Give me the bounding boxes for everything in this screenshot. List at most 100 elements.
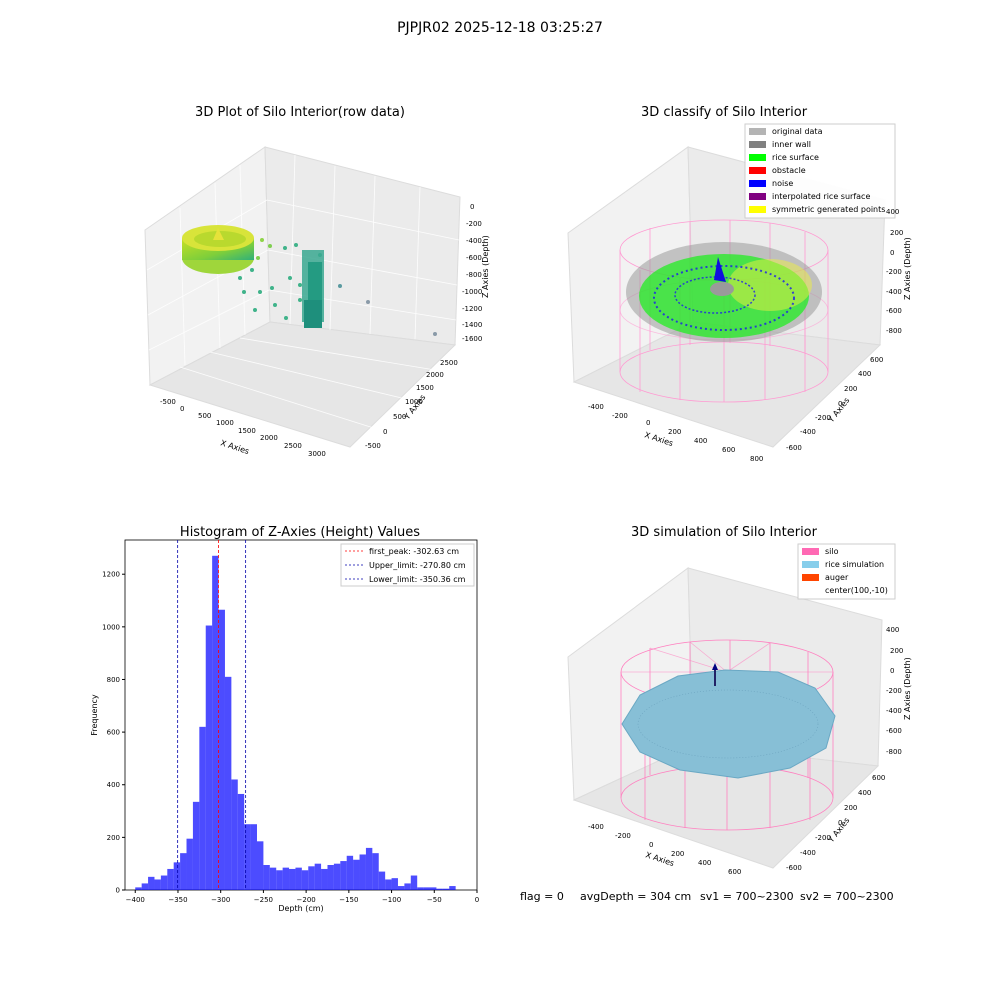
raw-ytick-0: -500 (365, 442, 381, 450)
raw-ytick-1: 0 (383, 428, 387, 436)
figure-title: PJPJR02 2025-12-18 03:25:27 (397, 20, 603, 36)
raw-ztick-0: 0 (470, 203, 474, 211)
histogram-bar (340, 861, 347, 890)
histogram-xtick-label: 0 (475, 896, 479, 904)
classify-ytick-2: 200 (844, 385, 857, 393)
raw-ytick-5: 2000 (426, 371, 444, 379)
legend-swatch-inner-wall (749, 141, 766, 148)
histogram-bar (385, 879, 392, 890)
classify-noise-spike (714, 257, 726, 282)
classify-ztick-4: -400 (886, 288, 902, 296)
histogram-bar (154, 879, 161, 890)
histogram-ytick-label: 1000 (102, 623, 120, 631)
raw-ztick-6: -1200 (462, 305, 482, 313)
classify-ztick-3: -200 (886, 268, 902, 276)
histogram-ylabel: Frequency (90, 694, 99, 736)
legend-label-first-peak: first_peak: -302.63 cm (369, 547, 459, 556)
sim-ztick-3: -200 (886, 687, 902, 695)
histogram-bar (205, 625, 213, 890)
classify-floor-pane (572, 321, 882, 448)
sim-xtick-4: 400 (698, 859, 711, 867)
histogram-bar (378, 871, 386, 890)
classify-ztick-5: -600 (886, 307, 902, 315)
histogram-bar (237, 793, 245, 890)
histogram-bars (135, 555, 456, 890)
sim-ytick-1: 400 (858, 789, 871, 797)
histogram-bar (180, 853, 187, 890)
panel-raw-3d: 3D Plot of Silo Interior(row data) (144, 105, 490, 458)
sim-ytick-4: -200 (815, 834, 831, 842)
histogram-bar (436, 888, 443, 890)
raw-gridlines (146, 154, 460, 431)
histogram-bar (244, 824, 251, 890)
histogram-bar (192, 801, 200, 890)
histogram-bar (333, 863, 341, 890)
legend-label-silo: silo (825, 547, 839, 556)
raw-silo-auger (213, 228, 224, 240)
classify-xtick-1: -200 (612, 412, 628, 420)
raw-ztick-5: -1000 (462, 288, 482, 296)
sim-ytick-6: -600 (786, 864, 802, 872)
sim-ytick-0: 600 (872, 774, 885, 782)
classify-ytick-0: 600 (870, 356, 883, 364)
sim-ytick-3: 0 (838, 819, 842, 827)
status-flag: flag = 0 (520, 890, 564, 903)
legend-swatch-symmetric (749, 206, 766, 213)
legend-label-upper-limit: Upper_limit: -270.80 cm (369, 561, 466, 570)
legend-label-symmetric: symmetric generated points (772, 205, 885, 214)
histogram-bar (353, 859, 360, 890)
raw-ztick-4: -800 (466, 271, 482, 279)
histogram-bar (430, 887, 437, 890)
raw-xtick-5: 2000 (260, 434, 278, 442)
sim-ztick-0: 400 (886, 626, 899, 634)
sim-ztick-6: -800 (886, 748, 902, 756)
classify-ytick-5: -400 (800, 428, 816, 436)
histogram-bar (224, 676, 232, 890)
histogram-ytick-label: 800 (107, 676, 120, 684)
legend-label-rice-surface: rice surface (772, 153, 819, 162)
histogram-bar (160, 875, 168, 890)
legend-label-auger: auger (825, 573, 849, 582)
histogram-xtick-label: −200 (297, 896, 316, 904)
histogram-bar (327, 865, 334, 890)
sim-ytick-5: -400 (800, 849, 816, 857)
legend-label-center: center(100,-10) (825, 586, 888, 595)
histogram-vlines (177, 540, 247, 890)
panel-raw-title: 3D Plot of Silo Interior(row data) (195, 105, 405, 120)
histogram-bar (289, 868, 296, 890)
raw-ztick-1: -200 (466, 220, 482, 228)
classify-xtick-6: 800 (750, 455, 763, 463)
histogram-ytick-label: 1200 (102, 571, 120, 579)
legend-swatch-interpolated (749, 193, 766, 200)
legend-label-original-data: original data (772, 127, 823, 136)
histogram-bar (269, 867, 277, 890)
raw-ytick-4: 1500 (416, 384, 434, 392)
histogram-xtick-label: −400 (126, 896, 145, 904)
histogram-xticks: −400 −350 −300 −250 −200 −150 −100 −50 0 (126, 890, 479, 904)
legend-label-obstacle: obstacle (772, 166, 806, 175)
classify-xtick-5: 600 (722, 446, 735, 454)
histogram-bar (135, 887, 142, 890)
legend-swatch-obstacle (749, 167, 766, 174)
classify-xtick-0: -400 (588, 403, 604, 411)
histogram-yticks: 0 200 400 600 800 1000 1200 (102, 571, 125, 895)
histogram-bar (263, 865, 270, 890)
sim-rice-texture (637, 689, 819, 759)
raw-xlabel: X Axies (219, 438, 250, 456)
classify-zlabel: Z Axies (Depth) (903, 237, 912, 300)
histogram-bar (410, 875, 418, 890)
sim-xtick-3: 200 (671, 850, 684, 858)
classify-ytick-3: 0 (838, 400, 842, 408)
panel-classify-3d: 3D classify of Silo Interior original da… (567, 105, 912, 463)
histogram-bar (423, 887, 431, 890)
histogram-bar (250, 824, 257, 890)
histogram-xtick-label: −50 (427, 896, 442, 904)
sim-legend: silo rice simulation auger center(100,-1… (797, 543, 896, 600)
legend-swatch-noise (749, 180, 766, 187)
histogram-bar (231, 779, 238, 890)
histogram-legend: first_peak: -302.63 cm Upper_limit: -270… (340, 543, 475, 587)
status-avg-depth: avgDepth = 304 cm (580, 890, 691, 903)
histogram-bar (218, 609, 225, 890)
legend-swatch-original-data (749, 128, 766, 135)
